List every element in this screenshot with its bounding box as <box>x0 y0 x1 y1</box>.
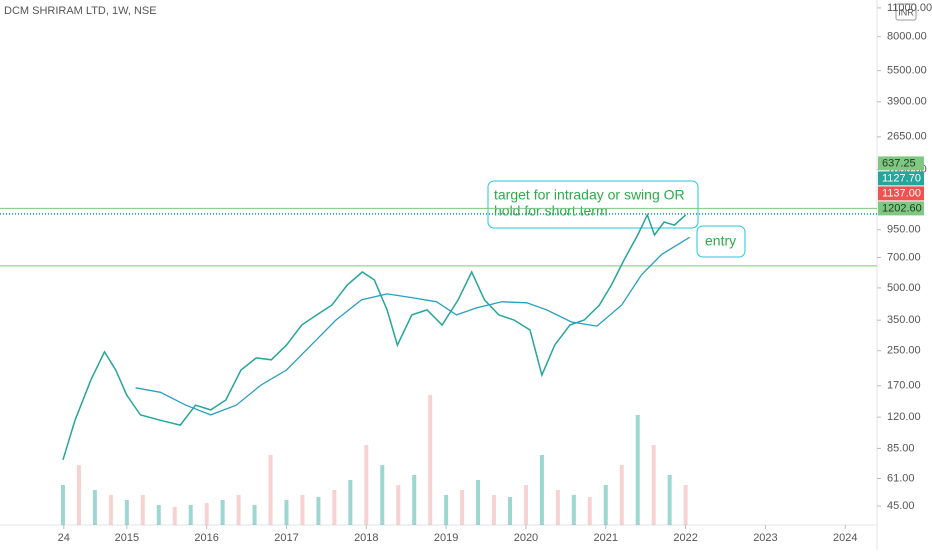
volume-bar <box>268 455 273 525</box>
x-tick-label: 2018 <box>354 532 378 544</box>
x-tick-label: 2017 <box>274 532 298 544</box>
volume-bar <box>683 485 688 525</box>
volume-bar <box>603 485 608 525</box>
volume-bar <box>156 505 161 525</box>
x-tick-label: 2016 <box>194 532 218 544</box>
price-label: 637.25 <box>882 157 916 169</box>
price-label-box <box>878 156 924 171</box>
volume-bar <box>667 475 672 525</box>
volume-bar <box>539 455 544 525</box>
y-tick-label: 61.00 <box>887 472 915 484</box>
y-tick-label: 120.00 <box>887 411 921 423</box>
price-label: 1202.60 <box>882 202 922 214</box>
volume-bar <box>140 495 145 525</box>
volume-bar <box>236 495 241 525</box>
y-tick-label: 170.00 <box>887 380 921 392</box>
volume-bar <box>476 480 481 525</box>
volume-bar <box>380 465 385 525</box>
series-line <box>62 212 687 461</box>
annotation: hold for short term <box>494 203 608 219</box>
y-tick-label: 8000.00 <box>887 31 927 43</box>
volume-bar <box>635 415 640 525</box>
volume-bar <box>444 495 449 525</box>
annotation: entry <box>705 233 736 249</box>
currency-box[interactable] <box>895 3 917 21</box>
volume-bar <box>523 485 528 525</box>
volume-bar <box>651 445 656 525</box>
x-tick-label: 2024 <box>833 532 857 544</box>
volume-bar <box>396 485 401 525</box>
currency: INR <box>898 7 914 17</box>
volume-bar <box>60 485 65 525</box>
volume-bar <box>412 475 417 525</box>
volume-bar <box>108 495 113 525</box>
annotation-box <box>696 225 746 258</box>
y-tick-label: 250.00 <box>887 345 921 357</box>
volume-bar <box>428 395 433 525</box>
volume-bar <box>124 500 129 525</box>
volume-bar <box>252 505 257 525</box>
y-tick-label: 700.00 <box>887 251 921 263</box>
volume-bar <box>364 445 369 525</box>
volume-bar <box>587 497 592 525</box>
y-tick-label: 950.00 <box>887 224 921 236</box>
price-label: 1137.00 <box>882 187 921 199</box>
price-label: 1127.70 <box>882 172 921 184</box>
volume-bar <box>316 497 321 525</box>
x-tick-label: 2020 <box>514 532 538 544</box>
y-tick-label: 11000.00 <box>887 2 932 14</box>
volume-bar <box>460 490 465 525</box>
x-tick-label: 2021 <box>594 532 618 544</box>
price-label-box <box>878 186 924 201</box>
x-tick-label: 2023 <box>753 532 777 544</box>
price-label-box <box>878 201 924 216</box>
volume-bar <box>571 495 576 525</box>
volume-bar <box>332 490 337 525</box>
y-tick-label: 2650.00 <box>887 131 927 143</box>
y-tick-label: 3900.00 <box>887 96 927 108</box>
volume-bar <box>507 497 512 525</box>
x-tick-label: 2019 <box>434 532 458 544</box>
y-tick-label: 5500.00 <box>887 65 927 77</box>
volume-bar <box>555 490 560 525</box>
x-tick-label: 24 <box>58 532 70 544</box>
x-tick-label: 2022 <box>673 532 697 544</box>
annotation: target for intraday or swing OR <box>494 187 685 203</box>
series-line <box>135 236 690 416</box>
volume-bar <box>76 465 81 525</box>
x-tick-label: 2015 <box>115 532 139 544</box>
volume-bar <box>204 503 209 525</box>
chart-title: DCM SHRIRAM LTD, 1W, NSE <box>4 5 157 17</box>
volume-bar <box>300 495 305 525</box>
price-label-box <box>878 171 924 186</box>
volume-bar <box>92 490 97 525</box>
volume-bar <box>188 505 193 525</box>
volume-bar <box>172 507 177 525</box>
y-tick-label: 85.00 <box>887 442 915 454</box>
y-tick-label: 500.00 <box>887 282 921 294</box>
y-tick-label: 45.00 <box>887 500 915 512</box>
volume-bar <box>492 495 497 525</box>
volume-bar <box>348 480 353 525</box>
volume-bar <box>284 500 289 525</box>
volume-bar <box>619 465 624 525</box>
y-tick-label: 350.00 <box>887 314 921 326</box>
annotation-box <box>487 180 699 229</box>
volume-bar <box>220 500 225 525</box>
